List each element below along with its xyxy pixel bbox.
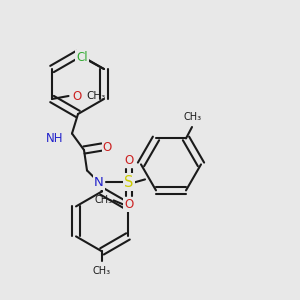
Text: N: N: [94, 176, 104, 189]
Text: CH₃: CH₃: [93, 266, 111, 276]
Text: Cl: Cl: [76, 51, 88, 64]
Text: O: O: [103, 140, 112, 154]
Text: O: O: [124, 198, 134, 211]
Text: CH₃: CH₃: [184, 112, 202, 122]
Text: CH₃: CH₃: [86, 91, 106, 101]
Text: S: S: [124, 175, 134, 190]
Text: O: O: [72, 89, 81, 103]
Text: NH: NH: [46, 131, 63, 145]
Text: O: O: [124, 154, 134, 167]
Text: CH₃: CH₃: [94, 195, 112, 206]
